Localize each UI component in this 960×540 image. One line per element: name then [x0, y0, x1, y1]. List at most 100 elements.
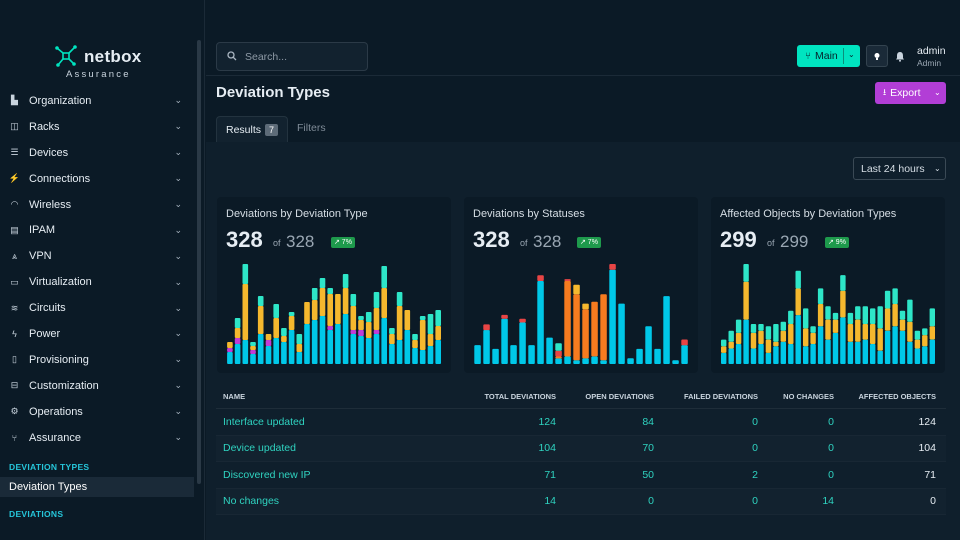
bar-segment[interactable]	[234, 318, 241, 328]
bar-segment[interactable]	[257, 334, 264, 364]
bar-segment[interactable]	[721, 352, 727, 364]
sidebar-scrollbar[interactable]	[197, 40, 201, 484]
row-name-link[interactable]: Interface updated	[223, 415, 305, 428]
column-header-open[interactable]: OPEN DEVIATIONS	[585, 392, 654, 401]
bar-segment[interactable]	[862, 306, 868, 324]
bar-segment[interactable]	[250, 346, 256, 350]
row-name-link[interactable]: Discovered new IP	[223, 468, 311, 481]
bar-segment[interactable]	[847, 324, 854, 342]
bar-segment[interactable]	[250, 354, 256, 364]
sidebar-item-power[interactable]: ϟ Power ⌄	[0, 321, 196, 347]
bar-segment[interactable]	[573, 360, 580, 364]
bar-segment[interactable]	[914, 339, 921, 349]
bar-segment[interactable]	[765, 352, 772, 364]
bar-segment[interactable]	[311, 320, 318, 364]
bar-segment[interactable]	[327, 330, 333, 364]
bar-segment[interactable]	[273, 318, 279, 338]
bar-segment[interactable]	[474, 345, 481, 364]
bar-segment[interactable]	[788, 344, 794, 364]
bar-segment[interactable]	[537, 281, 544, 364]
bar-segment[interactable]	[358, 336, 364, 364]
bar-segment[interactable]	[654, 348, 661, 364]
tab-filters[interactable]: Filters	[297, 122, 326, 134]
bar-segment[interactable]	[810, 332, 816, 344]
bar-segment[interactable]	[335, 294, 341, 324]
bar-segment[interactable]	[564, 279, 571, 281]
bar-segment[interactable]	[788, 324, 794, 344]
bar-segment[interactable]	[342, 274, 349, 288]
theme-toggle-button[interactable]	[866, 45, 888, 67]
bar-segment[interactable]	[899, 330, 906, 364]
bar-segment[interactable]	[389, 334, 395, 344]
bar-segment[interactable]	[350, 330, 357, 334]
row-failed-link[interactable]: 0	[752, 415, 758, 428]
bar-segment[interactable]	[582, 309, 589, 359]
bar-segment[interactable]	[847, 312, 854, 324]
bar-segment[interactable]	[788, 310, 794, 324]
bar-segment[interactable]	[242, 284, 249, 340]
bar-segment[interactable]	[758, 344, 764, 364]
bar-segment[interactable]	[750, 332, 757, 349]
bell-icon[interactable]	[895, 51, 905, 62]
bar-segment[interactable]	[681, 345, 688, 364]
bar-segment[interactable]	[840, 290, 846, 318]
bar-segment[interactable]	[555, 343, 562, 351]
bar-segment[interactable]	[735, 319, 742, 333]
search-input[interactable]	[245, 49, 363, 65]
sidebar-item-operations[interactable]: ⚙ Operations ⌄	[0, 399, 196, 425]
bar-segment[interactable]	[234, 338, 241, 344]
bar-segment[interactable]	[758, 324, 764, 331]
bar-segment[interactable]	[404, 330, 411, 364]
bar-segment[interactable]	[907, 321, 913, 342]
sidebar-item-provisioning[interactable]: ▯ Provisioning ⌄	[0, 347, 196, 373]
bar-segment[interactable]	[483, 324, 490, 331]
bar-segment[interactable]	[373, 334, 380, 364]
bar-segment[interactable]	[773, 341, 779, 347]
row-no-changes-link[interactable]: 0	[828, 442, 834, 455]
sidebar-item-circuits[interactable]: ≋ Circuits ⌄	[0, 295, 196, 321]
bar-segment[interactable]	[765, 339, 772, 353]
bar-segment[interactable]	[412, 334, 418, 340]
bar-segment[interactable]	[672, 360, 679, 364]
bar-segment[interactable]	[546, 337, 553, 364]
bar-segment[interactable]	[914, 330, 921, 340]
bar-segment[interactable]	[373, 292, 380, 308]
row-total-link[interactable]: 14	[544, 495, 556, 508]
bar-segment[interactable]	[573, 284, 580, 295]
bar-segment[interactable]	[600, 294, 607, 361]
bar-segment[interactable]	[877, 328, 883, 351]
bar-segment[interactable]	[389, 344, 395, 364]
bar-segment[interactable]	[735, 344, 742, 364]
bar-segment[interactable]	[555, 350, 562, 357]
bar-segment[interactable]	[501, 314, 508, 319]
bar-segment[interactable]	[825, 339, 831, 364]
column-header-affected[interactable]: AFFECTED OBJECTS	[858, 392, 936, 401]
column-header-total[interactable]: TOTAL DEVIATIONS	[484, 392, 556, 401]
row-no-changes-link[interactable]: 0	[828, 415, 834, 428]
bar-segment[interactable]	[870, 324, 876, 344]
sidebar-item-virtualization[interactable]: ▭ Virtualization ⌄	[0, 269, 196, 295]
bar-segment[interactable]	[265, 340, 272, 346]
bar-segment[interactable]	[265, 346, 272, 364]
bar-segment[interactable]	[929, 308, 935, 327]
bar-segment[interactable]	[582, 358, 589, 364]
bar-segment[interactable]	[636, 348, 643, 364]
row-total-link[interactable]: 71	[544, 468, 556, 481]
bar-segment[interactable]	[281, 342, 287, 364]
bar-segment[interactable]	[855, 341, 861, 364]
bar-segment[interactable]	[335, 324, 341, 364]
row-failed-link[interactable]: 2	[752, 468, 758, 481]
row-no-changes-link[interactable]: 0	[828, 468, 834, 481]
bar-segment[interactable]	[892, 326, 898, 364]
bar-segment[interactable]	[817, 304, 824, 327]
bar-segment[interactable]	[803, 308, 809, 329]
bar-segment[interactable]	[492, 348, 499, 364]
bar-segment[interactable]	[892, 288, 898, 304]
bar-segment[interactable]	[311, 288, 318, 300]
bar-segment[interactable]	[319, 278, 326, 288]
bar-segment[interactable]	[663, 296, 670, 364]
bar-segment[interactable]	[795, 288, 801, 316]
bar-segment[interactable]	[582, 303, 589, 310]
search-box[interactable]	[216, 42, 368, 71]
bar-segment[interactable]	[728, 341, 734, 349]
